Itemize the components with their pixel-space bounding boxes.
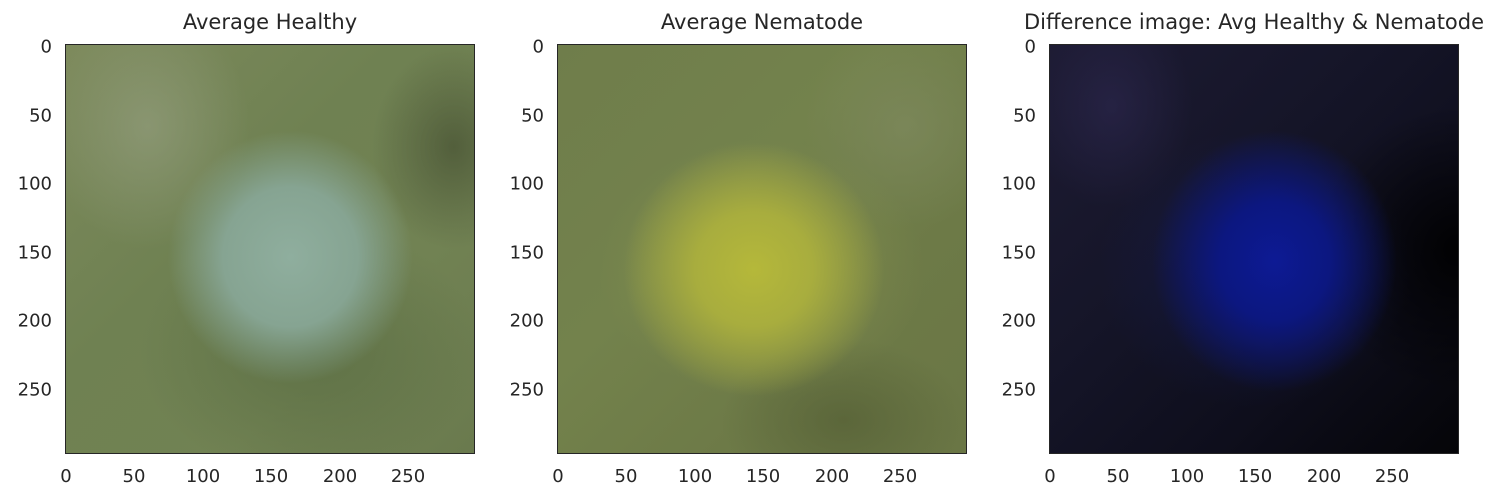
x-tick-label: 200 — [814, 466, 850, 487]
panel-title: Difference image: Avg Healthy & Nematode — [1023, 10, 1485, 34]
y-tick-label: 150 — [509, 242, 544, 264]
y-tick-label: 250 — [509, 379, 544, 401]
image-plot-area — [1049, 44, 1459, 454]
y-tick-label: 200 — [17, 310, 52, 332]
x-tick-label: 250 — [882, 466, 918, 487]
difference-image — [1050, 45, 1458, 453]
x-tick-label: 0 — [552, 466, 564, 487]
x-tick-label: 50 — [122, 466, 146, 487]
x-tick-label: 250 — [1374, 466, 1410, 487]
x-tick-label: 200 — [1306, 466, 1342, 487]
y-tick-label: 100 — [1001, 173, 1036, 195]
y-tick-label: 0 — [40, 36, 52, 58]
x-tick-label: 150 — [745, 466, 781, 487]
average-nematode-image — [558, 45, 966, 453]
image-plot-area — [65, 44, 475, 454]
y-tick-label: 0 — [532, 36, 544, 58]
x-tick-label: 50 — [1106, 466, 1130, 487]
x-tick-label: 100 — [677, 466, 713, 487]
x-tick-label: 100 — [1169, 466, 1205, 487]
x-tick-label: 100 — [185, 466, 221, 487]
x-tick-label: 200 — [322, 466, 358, 487]
y-tick-label: 200 — [509, 310, 544, 332]
x-tick-label: 250 — [390, 466, 426, 487]
panel-title: Average Healthy — [182, 10, 358, 34]
y-tick-label: 100 — [509, 173, 544, 195]
y-tick-label: 150 — [17, 242, 52, 264]
y-tick-label: 250 — [17, 379, 52, 401]
y-tick-label: 250 — [1001, 379, 1036, 401]
x-tick-label: 50 — [614, 466, 638, 487]
x-tick-label: 0 — [60, 466, 72, 487]
average-healthy-image — [66, 45, 474, 453]
panel-title: Average Nematode — [660, 10, 864, 34]
y-tick-label: 100 — [17, 173, 52, 195]
y-tick-label: 50 — [29, 105, 52, 127]
x-tick-label: 150 — [1237, 466, 1273, 487]
panel-average-healthy: Average Healthy 0 50 100 150 200 250 0 5… — [0, 0, 490, 504]
x-tick-label: 0 — [1044, 466, 1056, 487]
y-tick-label: 200 — [1001, 310, 1036, 332]
y-tick-label: 50 — [1013, 105, 1036, 127]
x-tick-label: 150 — [253, 466, 289, 487]
image-plot-area — [557, 44, 967, 454]
panel-average-nematode: Average Nematode 0 50 100 150 200 250 0 … — [509, 10, 967, 487]
y-tick-label: 150 — [1001, 242, 1036, 264]
y-tick-label: 50 — [521, 105, 544, 127]
y-tick-label: 0 — [1024, 36, 1036, 58]
